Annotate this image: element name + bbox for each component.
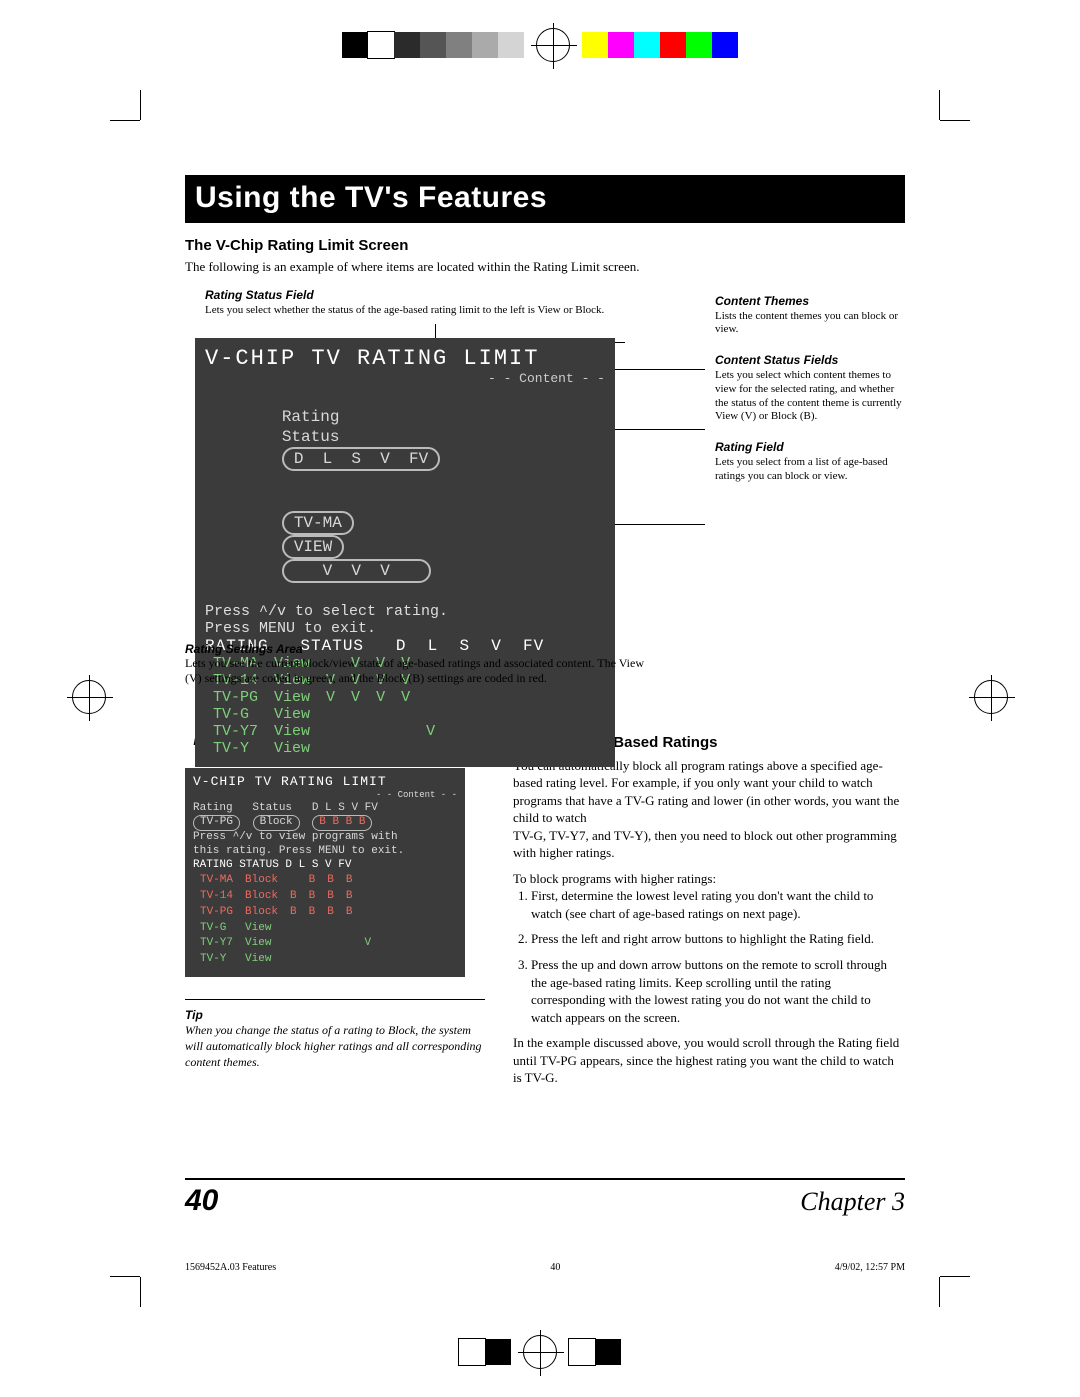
table-row: TV-PGBlockBBBB bbox=[195, 906, 376, 920]
callout-content-status: Content Status Fields Lets you select wh… bbox=[715, 353, 905, 424]
table-row: TV-GView bbox=[195, 922, 376, 936]
table-row: TV-14BlockBBBB bbox=[195, 890, 376, 904]
page-content: Using the TV's Features The V-Chip Ratin… bbox=[185, 175, 905, 1087]
doc-footer: 1569452A.03 Features 40 4/9/02, 12:57 PM bbox=[185, 1262, 905, 1273]
table-row: TV-MABlock BBB bbox=[195, 874, 376, 888]
printer-reg-bottom bbox=[0, 1307, 1080, 1397]
tip-label: Tip bbox=[185, 1008, 485, 1022]
table-row: TV-PG ViewVVVV bbox=[205, 689, 443, 706]
table-row: TV-Y7View V bbox=[195, 937, 376, 951]
selected-status: VIEW bbox=[282, 535, 344, 559]
tv-title: V-CHIP TV RATING LIMIT bbox=[205, 346, 605, 371]
reg-mark-icon bbox=[523, 1335, 557, 1369]
page-number: 40 bbox=[185, 1184, 218, 1218]
reg-mark-icon bbox=[974, 680, 1008, 714]
page-title: Using the TV's Features bbox=[185, 175, 905, 223]
page-footer: 40 Chapter 3 bbox=[185, 1178, 905, 1218]
callout-content-themes: Content Themes Lists the content themes … bbox=[715, 294, 905, 338]
tv-screen-large: V-CHIP TV RATING LIMIT - - Content - - R… bbox=[195, 338, 615, 767]
reg-mark-icon bbox=[72, 680, 106, 714]
tv-screen-mini: V-CHIP TV RATING LIMIT - - Content - - R… bbox=[185, 768, 465, 977]
printer-reg-top bbox=[0, 0, 1080, 90]
paragraph: To block programs with higher ratings: bbox=[513, 870, 903, 888]
list-item: First, determine the lowest level rating… bbox=[531, 887, 903, 922]
selected-rating: TV-MA bbox=[282, 511, 354, 535]
chapter-label: Chapter 3 bbox=[800, 1187, 905, 1217]
paragraph: In the example discussed above, you woul… bbox=[513, 1034, 903, 1087]
doc-id: 1569452A.03 Features bbox=[185, 1262, 276, 1273]
doc-timestamp: 4/9/02, 12:57 PM bbox=[835, 1262, 905, 1273]
list-item: Press the up and down arrow buttons on t… bbox=[531, 956, 903, 1026]
callout-rating-settings: Rating Settings Area Lets you see the cu… bbox=[185, 642, 645, 686]
tip-body: When you change the status of a rating t… bbox=[185, 1022, 485, 1071]
table-row: TV-Y View bbox=[205, 740, 443, 757]
section-heading: The V-Chip Rating Limit Screen bbox=[185, 237, 905, 254]
paragraph: You can automatically block all program … bbox=[513, 757, 903, 827]
table-row: TV-YView bbox=[195, 953, 376, 967]
ratings-table-mini: TV-MABlock BBB TV-14BlockBBBB TV-PGBlock… bbox=[193, 872, 378, 969]
list-item: Press the left and right arrow buttons t… bbox=[531, 930, 903, 948]
paragraph: TV-G, TV-Y7, and TV-Y), then you need to… bbox=[513, 827, 903, 862]
reg-mark-icon bbox=[536, 28, 570, 62]
section-intro: The following is an example of where ite… bbox=[185, 258, 905, 276]
steps-list: First, determine the lowest level rating… bbox=[531, 887, 903, 1026]
doc-page: 40 bbox=[550, 1262, 560, 1273]
table-row: TV-Y7 View V bbox=[205, 723, 443, 740]
callout-rating-status: Rating Status Field Lets you select whet… bbox=[205, 288, 605, 318]
table-row: TV-G View bbox=[205, 706, 443, 723]
vchip-diagram: Rating Status Field Lets you select whet… bbox=[185, 294, 905, 664]
callout-rating-field: Rating Field Lets you select from a list… bbox=[715, 440, 905, 484]
